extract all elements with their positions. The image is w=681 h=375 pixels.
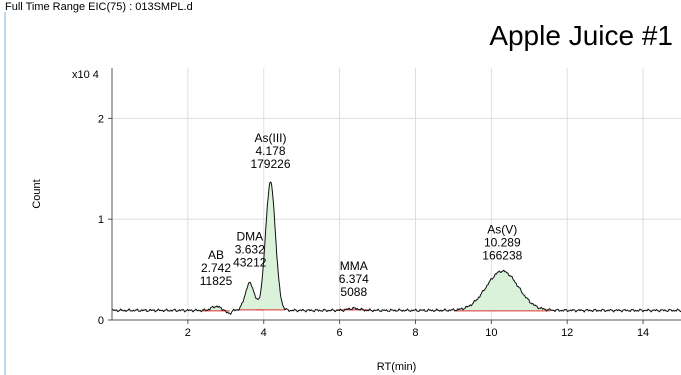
x-tick-label: 8 — [412, 327, 418, 339]
x-axis-title: RT(min) — [377, 361, 417, 373]
peak-label-line: 11825 — [200, 274, 233, 288]
y-axis-title: Count — [31, 179, 43, 208]
axes — [111, 68, 681, 321]
peak-label-line: AB — [208, 248, 224, 262]
eic-trace-line — [111, 181, 681, 315]
peak-label-line: As(V) — [487, 223, 517, 237]
x-tick-label: 2 — [185, 327, 191, 339]
peak-label-line: 6.374 — [339, 272, 369, 286]
y-multiplier-label: x10 4 — [72, 69, 99, 81]
peak-area-fill — [336, 307, 371, 312]
peak-label-line: 5088 — [340, 285, 367, 299]
peak-area-fill — [202, 306, 230, 314]
grid-lines — [112, 68, 681, 320]
peak-area-fill — [454, 270, 551, 311]
y-tick-label: 1 — [98, 214, 104, 226]
y-tick-label: 0 — [98, 315, 104, 327]
x-tick-label: 14 — [637, 327, 649, 339]
x-tick-label: 10 — [485, 327, 497, 339]
peak-area-fill — [255, 182, 286, 310]
peak-label-line: DMA — [236, 230, 263, 244]
peak-label-line: 166238 — [482, 249, 522, 263]
trace-title: Full Time Range EIC(75) : 013SMPL.d — [5, 1, 193, 13]
peak-label-line: As(III) — [254, 131, 286, 145]
peak-label-line: 3.632 — [235, 243, 265, 257]
peak-label-line: 179226 — [250, 157, 290, 171]
y-tick-label: 2 — [98, 113, 104, 125]
x-tick-label: 4 — [261, 327, 267, 339]
peak-label-line: 2.742 — [201, 261, 231, 275]
peak-label-line: 10.289 — [484, 236, 521, 250]
peak-label-line: MMA — [340, 259, 368, 273]
x-tick-label: 12 — [561, 327, 573, 339]
peak-label-line: 43212 — [233, 256, 267, 270]
sample-title: Apple Juice #1 — [489, 20, 673, 51]
peak-label-line: 4.178 — [255, 144, 285, 158]
x-tick-label: 6 — [337, 327, 343, 339]
